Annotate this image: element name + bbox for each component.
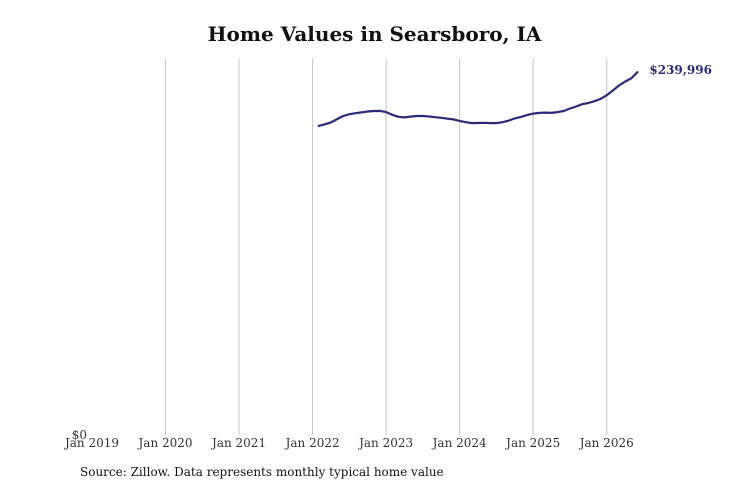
chart-title: Home Values in Searsboro, IA <box>207 22 542 46</box>
vertical-gridlines <box>165 59 608 435</box>
source-note: Source: Zillow. Data represents monthly … <box>80 465 444 479</box>
x-tick-label: Jan 2023 <box>357 436 413 450</box>
x-tick-label: Jan 2022 <box>284 436 340 450</box>
y-tick-label: $0 <box>72 428 87 442</box>
x-tick-label: Jan 2020 <box>137 436 193 450</box>
x-tick-label: Jan 2025 <box>504 436 560 450</box>
x-tick-label: Jan 2021 <box>210 436 266 450</box>
home-value-line <box>317 71 639 127</box>
x-axis-ticks: Jan 2019 Jan 2020 Jan 2021 Jan 2022 Jan 2023… <box>63 436 634 450</box>
end-label-layer: $239,996 <box>649 63 712 77</box>
series-layer <box>317 71 639 127</box>
x-tick-label: Jan 2026 <box>578 436 634 450</box>
x-tick-label: Jan 2019 <box>63 436 119 450</box>
x-tick-label: Jan 2024 <box>431 436 487 450</box>
y-axis-ticks: $0 <box>72 428 87 442</box>
end-value-label: $239,996 <box>649 63 712 77</box>
